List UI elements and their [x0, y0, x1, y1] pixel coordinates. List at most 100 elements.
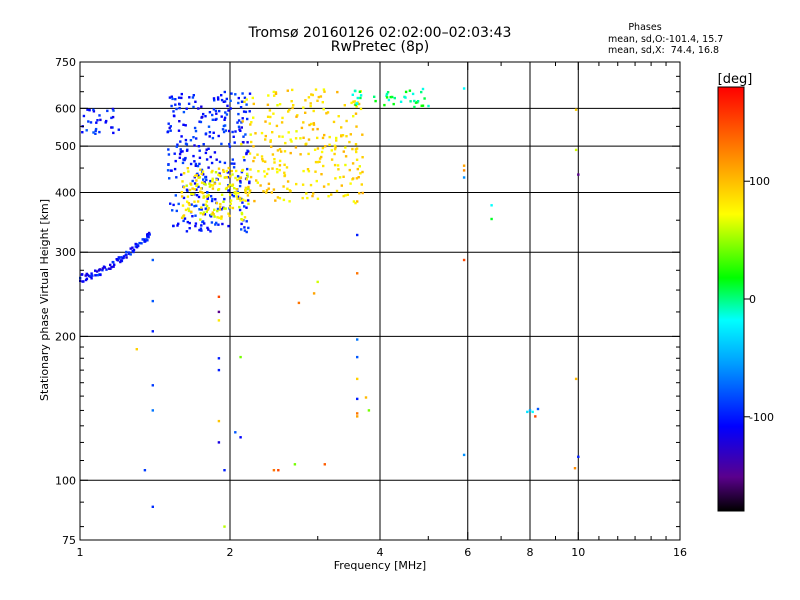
- x-tick-label: 10: [571, 546, 585, 559]
- data-point: [182, 172, 186, 175]
- data-point: [190, 192, 193, 196]
- data-point: [199, 190, 202, 193]
- data-point: [242, 156, 245, 159]
- data-point: [462, 164, 466, 167]
- data-point: [299, 153, 302, 156]
- colorbar: [deg] 100 0 -100: [717, 72, 774, 512]
- data-point: [225, 169, 228, 173]
- data-point: [275, 124, 279, 128]
- data-point: [168, 96, 172, 99]
- data-point: [192, 94, 195, 97]
- data-point: [356, 200, 359, 203]
- data-point: [361, 156, 364, 159]
- data-point: [238, 208, 242, 212]
- data-point: [333, 152, 336, 156]
- data-point: [292, 104, 295, 107]
- data-point: [216, 96, 220, 99]
- data-point: [250, 121, 253, 124]
- data-point: [184, 124, 187, 127]
- data-point: [105, 268, 108, 271]
- data-point: [244, 133, 247, 136]
- data-point: [215, 221, 218, 225]
- data-point: [173, 167, 177, 171]
- data-point: [295, 130, 298, 133]
- data-point: [185, 149, 189, 152]
- data-point: [85, 129, 88, 132]
- data-point: [227, 189, 230, 192]
- data-point: [354, 143, 358, 146]
- data-point: [206, 208, 210, 211]
- data-point: [229, 193, 232, 197]
- data-point: [348, 140, 351, 144]
- data-point: [223, 197, 226, 201]
- data-point: [220, 98, 224, 102]
- data-point: [228, 214, 231, 218]
- data-point: [211, 184, 215, 187]
- data-point: [195, 194, 199, 197]
- data-point: [247, 202, 250, 206]
- data-point: [238, 205, 241, 209]
- data-point: [187, 207, 190, 210]
- data-point: [170, 104, 173, 108]
- data-point: [208, 131, 212, 134]
- data-point: [172, 203, 175, 207]
- data-point: [311, 93, 314, 97]
- data-point: [185, 143, 189, 146]
- data-point: [191, 215, 194, 218]
- data-point: [211, 136, 215, 140]
- data-point: [267, 167, 270, 171]
- data-point: [207, 166, 210, 169]
- data-point: [245, 206, 248, 209]
- data-point: [345, 135, 348, 138]
- data-point: [248, 92, 252, 95]
- data-point: [373, 95, 376, 98]
- data-point: [171, 97, 174, 101]
- data-point: [320, 155, 323, 159]
- data-point: [202, 195, 206, 198]
- data-point: [276, 171, 279, 174]
- data-point: [201, 170, 205, 173]
- data-point: [220, 208, 223, 211]
- data-point: [195, 204, 198, 207]
- data-point: [420, 90, 423, 94]
- data-point: [198, 149, 201, 152]
- data-points: [79, 87, 580, 528]
- data-point: [278, 103, 282, 106]
- data-point: [205, 200, 208, 203]
- data-point: [178, 152, 182, 156]
- data-point: [215, 158, 218, 161]
- data-point: [97, 269, 101, 272]
- data-point: [91, 274, 94, 277]
- colorbar-tick-label: 0: [749, 293, 756, 306]
- data-point: [226, 104, 229, 107]
- data-point: [92, 108, 95, 111]
- data-point: [188, 221, 191, 225]
- y-tick-label: 500: [55, 140, 76, 153]
- data-point: [252, 159, 255, 163]
- data-point: [305, 192, 308, 195]
- data-point: [334, 146, 337, 149]
- data-point: [341, 134, 345, 137]
- data-point: [218, 109, 221, 113]
- data-point: [574, 108, 578, 111]
- data-point: [337, 115, 340, 118]
- data-point: [220, 115, 223, 118]
- data-point: [184, 138, 188, 142]
- data-point: [286, 187, 289, 190]
- y-axis-ticks: 75 100 200 300 400 500 600 750: [55, 56, 680, 547]
- data-point: [359, 107, 363, 111]
- data-point: [216, 207, 220, 211]
- data-point: [195, 188, 198, 191]
- data-point: [174, 98, 177, 101]
- data-point: [205, 204, 209, 208]
- y-tick-label: 300: [55, 246, 76, 259]
- data-point: [278, 168, 281, 172]
- data-point: [297, 301, 301, 305]
- data-point: [304, 99, 307, 102]
- data-point: [314, 88, 318, 91]
- data-point: [227, 185, 230, 188]
- data-point: [252, 102, 255, 106]
- data-point: [95, 121, 98, 124]
- data-point: [166, 130, 169, 134]
- data-point: [197, 176, 200, 179]
